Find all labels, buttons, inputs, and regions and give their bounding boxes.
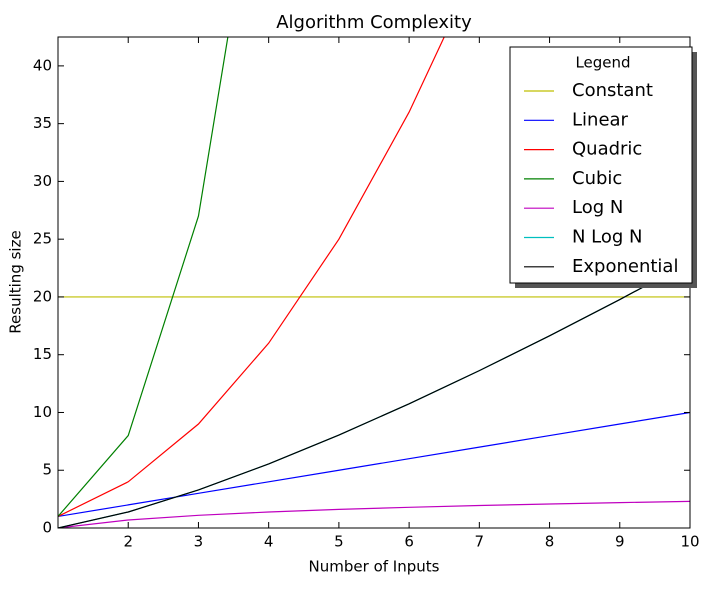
x-tick-label: 3 — [194, 533, 204, 551]
series-line — [58, 37, 445, 517]
series-line — [58, 261, 690, 528]
x-tick-label: 10 — [680, 533, 699, 551]
x-tick-label: 6 — [404, 533, 414, 551]
legend-label: Log N — [572, 197, 623, 218]
x-tick-label: 2 — [123, 533, 133, 551]
legend-label: Exponential — [572, 256, 678, 277]
series-line — [58, 500, 690, 528]
x-tick-label: 4 — [264, 533, 274, 551]
x-tick-label: 8 — [545, 533, 555, 551]
x-tick-label: 5 — [334, 533, 344, 551]
y-tick-label: 10 — [33, 403, 52, 421]
y-tick-label: 30 — [33, 172, 52, 190]
y-tick-label: 5 — [42, 461, 52, 479]
chart-title: Algorithm Complexity — [276, 12, 472, 33]
x-tick-label: 9 — [615, 533, 625, 551]
legend-label: Constant — [572, 80, 653, 101]
y-tick-label: 20 — [33, 287, 52, 305]
legend-box — [509, 46, 693, 284]
y-tick-label: 0 — [42, 519, 52, 537]
y-tick-label: 25 — [33, 230, 52, 248]
y-axis-label: Resulting size — [7, 230, 25, 333]
legend-label: N Log N — [572, 227, 643, 248]
x-tick-label: 7 — [475, 533, 485, 551]
y-tick-label: 40 — [33, 56, 52, 74]
legend: Legend Constant Linear Quadric Cubic Log N N … — [509, 46, 697, 288]
y-tick-label: 15 — [33, 345, 52, 363]
x-axis-label: Number of Inputs — [309, 558, 440, 576]
legend-label: Linear — [572, 109, 629, 130]
plot-lines — [58, 37, 690, 528]
ticks: 2 3 4 5 6 7 8 9 10 0 5 10 15 20 25 30 35 40 — [33, 37, 700, 551]
series-line — [58, 37, 229, 517]
legend-label: Cubic — [572, 168, 622, 189]
y-tick-label: 35 — [33, 114, 52, 132]
legend-label: Quadric — [572, 139, 642, 160]
series-line — [58, 411, 690, 518]
legend-title: Legend — [575, 54, 630, 72]
